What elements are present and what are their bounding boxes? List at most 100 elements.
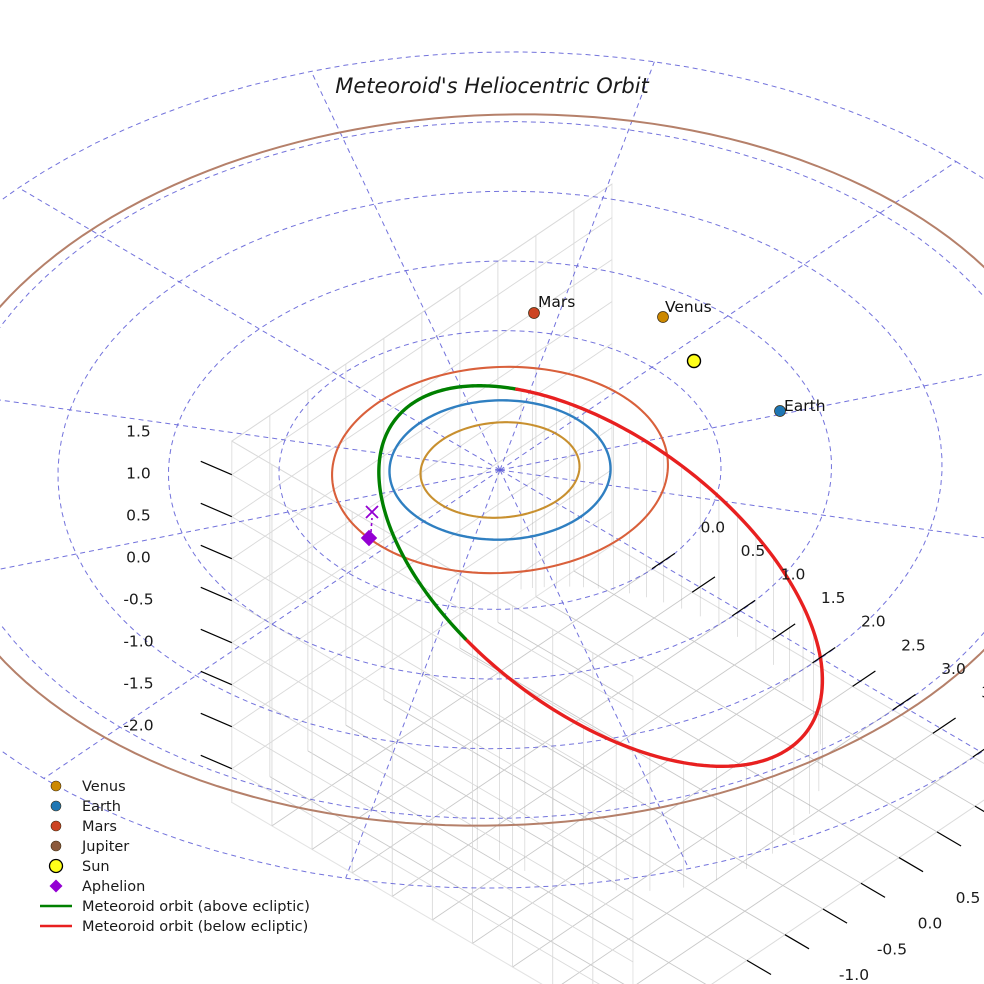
polar-ring — [0, 51, 984, 889]
page-title: Meteoroid's Heliocentric Orbit — [335, 74, 649, 98]
aphelion-x-icon — [365, 505, 379, 519]
z-tick — [200, 544, 233, 560]
z-tick-label: 1.0 — [126, 464, 151, 482]
legend-label[interactable]: Sun — [82, 859, 110, 875]
legend-marker-earth — [50, 800, 62, 812]
meteoroid-arc-above — [377, 393, 467, 641]
gridline-floor-y — [472, 686, 853, 944]
meteoroid-arc-below — [463, 387, 825, 769]
legend-marker-aphelion — [49, 879, 63, 893]
body-label-earth: Earth — [784, 397, 826, 415]
gridline-wallx-horiz — [231, 259, 613, 518]
gridline-floor-y — [561, 733, 934, 984]
x-tick — [822, 908, 848, 924]
gridline-wallx-horiz — [231, 385, 613, 644]
body-label-mars: Mars — [538, 293, 575, 311]
gridline-floor-y — [311, 591, 693, 850]
gridline-wally-horiz — [231, 474, 634, 711]
legend-label[interactable]: Aphelion — [82, 879, 145, 895]
legend-marker-venus — [50, 780, 62, 792]
body-labels: Mars Venus Earth — [538, 293, 826, 415]
gridline-wally-horiz — [231, 726, 634, 963]
y-tick-label: 3.0 — [941, 660, 966, 678]
gridline-wallx-horiz — [231, 301, 613, 560]
gridline-wallx-horiz — [231, 511, 613, 770]
x-tick-label: 0.5 — [956, 889, 981, 907]
y-tick — [772, 623, 796, 640]
gridline-wallx-horiz — [231, 469, 613, 728]
axis-tick-labels: -2.5-2.0-1.5-1.0-0.50.00.51.01.50.00.51.… — [123, 422, 984, 984]
legend-label[interactable]: Mars — [82, 819, 117, 835]
legend-label[interactable]: Jupiter — [81, 839, 129, 855]
z-tick — [200, 586, 233, 602]
meteoroid-orbit — [377, 384, 825, 769]
x-tick — [974, 805, 984, 813]
earth-marker[interactable] — [774, 405, 786, 417]
gridline-wallx-horiz — [231, 343, 613, 602]
y-tick — [852, 670, 876, 687]
y-tick — [731, 599, 756, 617]
legend-label[interactable]: Earth — [82, 799, 121, 815]
legend-label[interactable]: Meteoroid orbit (above ecliptic) — [82, 899, 310, 915]
axes-gridlines — [231, 183, 976, 984]
polar-ring — [0, 121, 984, 819]
aphelion-stem — [370, 517, 373, 533]
gridline-floor-y — [271, 568, 653, 827]
y-tick-label: 1.0 — [781, 566, 806, 584]
gridline-floor-y — [432, 662, 813, 921]
gridline-wally-horiz — [231, 600, 634, 837]
y-tick — [812, 646, 836, 664]
gridline-wallx-horiz — [231, 427, 613, 686]
y-tick-label: 3.5 — [981, 683, 984, 701]
legend-marker-jupiter — [50, 840, 62, 852]
gridline-wally-horiz — [231, 558, 634, 795]
gridline-floor-y — [636, 756, 974, 984]
legend-marker-mars — [50, 820, 62, 832]
x-tick-label: 0.0 — [918, 915, 943, 933]
z-tick — [200, 712, 233, 728]
y-tick — [972, 748, 984, 758]
gridline-floor-y — [392, 638, 773, 897]
y-tick — [651, 552, 676, 570]
y-tick — [892, 693, 916, 711]
x-tick-label: -0.5 — [877, 940, 907, 958]
y-tick-label: 2.0 — [861, 613, 886, 631]
mars-orbit — [331, 365, 669, 575]
legend-label[interactable]: Venus — [82, 779, 126, 795]
venus-orbit — [419, 421, 581, 519]
orbit-droplines — [476, 389, 823, 891]
legend-label[interactable]: Meteoroid orbit (below ecliptic) — [82, 919, 308, 935]
x-tick — [898, 857, 924, 873]
x-tick — [860, 882, 886, 898]
y-tick — [932, 717, 956, 734]
gridline-wallx-horiz — [231, 183, 613, 442]
z-tick — [200, 460, 233, 476]
venus-marker[interactable] — [657, 311, 669, 323]
x-tick-label: -1.0 — [839, 966, 869, 984]
z-tick-label: 1.5 — [126, 422, 151, 440]
aphelion-diamond[interactable] — [360, 529, 378, 547]
legend[interactable]: Venus Earth Mars Jupiter Sun Aphelion Meteoroi… — [40, 779, 310, 935]
z-tick — [200, 754, 233, 770]
z-tick — [200, 628, 233, 644]
y-tick-label: 0.0 — [701, 519, 726, 537]
y-tick — [691, 576, 716, 593]
z-tick-label: -1.0 — [123, 632, 153, 650]
z-tick-label: 0.5 — [126, 506, 151, 524]
planet-orbits — [0, 113, 984, 827]
mars-marker[interactable] — [528, 307, 540, 319]
z-tick-label: -2.0 — [123, 716, 153, 734]
gridline-floor-y — [351, 615, 733, 874]
gridline-wally-horiz — [231, 516, 634, 753]
gridline-wally-horiz — [231, 440, 634, 677]
jupiter-orbit — [0, 113, 984, 827]
earth-orbit — [388, 399, 612, 541]
z-tick — [200, 502, 233, 518]
polar-ring — [57, 190, 943, 750]
sun-marker[interactable] — [686, 353, 702, 369]
z-tick-label: -0.5 — [123, 590, 153, 608]
x-tick — [746, 959, 772, 976]
z-tick-label: -1.5 — [123, 674, 153, 692]
z-tick-label: 0.0 — [126, 548, 151, 566]
body-markers[interactable] — [360, 307, 786, 547]
